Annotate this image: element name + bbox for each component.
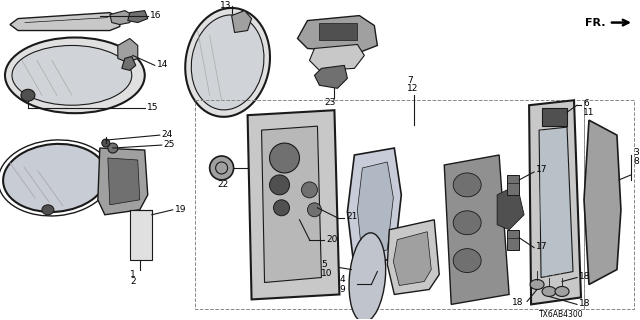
Text: 14: 14 (157, 60, 168, 69)
Text: 22: 22 (218, 180, 229, 189)
Text: 11: 11 (583, 108, 595, 117)
Ellipse shape (42, 205, 54, 215)
Polygon shape (529, 100, 581, 304)
Text: 5: 5 (321, 260, 327, 269)
Polygon shape (444, 155, 509, 304)
Text: 13: 13 (220, 1, 231, 10)
Text: FR.: FR. (585, 18, 605, 28)
Polygon shape (128, 11, 148, 23)
Polygon shape (357, 162, 394, 260)
Bar (507, 230, 519, 250)
Ellipse shape (301, 182, 317, 198)
Text: 7: 7 (407, 76, 413, 85)
Ellipse shape (185, 8, 270, 117)
Polygon shape (118, 38, 138, 62)
Text: 17: 17 (536, 165, 548, 174)
Text: 9: 9 (339, 285, 345, 294)
Ellipse shape (269, 175, 289, 195)
Text: 24: 24 (162, 130, 173, 139)
Text: 25: 25 (164, 140, 175, 148)
Polygon shape (348, 148, 401, 269)
Text: 2: 2 (130, 277, 136, 286)
Text: 20: 20 (326, 235, 338, 244)
Bar (507, 175, 519, 195)
Polygon shape (10, 12, 120, 30)
Ellipse shape (542, 286, 556, 296)
Text: 12: 12 (407, 84, 419, 93)
Polygon shape (314, 65, 348, 88)
Ellipse shape (453, 211, 481, 235)
Ellipse shape (102, 139, 110, 147)
Bar (195, 100, 584, 309)
Polygon shape (110, 11, 132, 25)
Bar (319, 23, 357, 41)
Polygon shape (108, 158, 140, 205)
Ellipse shape (349, 233, 386, 320)
Ellipse shape (555, 286, 569, 296)
Ellipse shape (453, 173, 481, 197)
Text: 17: 17 (536, 242, 548, 251)
Polygon shape (232, 11, 252, 33)
Text: 18: 18 (579, 299, 591, 308)
Ellipse shape (108, 143, 118, 153)
Polygon shape (122, 56, 136, 70)
Text: 1: 1 (130, 270, 136, 279)
Ellipse shape (530, 279, 544, 290)
Ellipse shape (3, 144, 107, 212)
Ellipse shape (273, 200, 289, 216)
Text: 23: 23 (324, 98, 336, 107)
Ellipse shape (269, 143, 300, 173)
Ellipse shape (453, 249, 481, 273)
Ellipse shape (307, 203, 321, 217)
Polygon shape (262, 126, 321, 283)
Ellipse shape (5, 37, 145, 113)
Bar (584, 100, 634, 309)
Polygon shape (394, 232, 431, 285)
Text: 6: 6 (583, 99, 589, 108)
Bar (130, 210, 152, 260)
Text: 8: 8 (633, 157, 639, 166)
Polygon shape (584, 120, 621, 284)
Polygon shape (387, 220, 439, 294)
Text: 10: 10 (321, 269, 333, 278)
Text: TX6AB4300: TX6AB4300 (539, 310, 584, 319)
Ellipse shape (191, 15, 264, 110)
Text: 15: 15 (147, 103, 158, 112)
Polygon shape (248, 110, 339, 300)
Text: 3: 3 (633, 148, 639, 156)
Polygon shape (98, 148, 148, 215)
Text: 21: 21 (346, 212, 358, 221)
Ellipse shape (12, 45, 132, 105)
Text: 18: 18 (579, 272, 591, 281)
Polygon shape (298, 16, 378, 52)
Text: 4: 4 (339, 275, 345, 284)
Text: 19: 19 (175, 205, 186, 214)
Ellipse shape (21, 89, 35, 101)
Bar (542, 108, 567, 126)
Text: 18: 18 (511, 298, 523, 307)
Text: 16: 16 (150, 11, 161, 20)
Ellipse shape (210, 156, 234, 180)
Polygon shape (539, 127, 573, 277)
Polygon shape (497, 185, 524, 230)
Polygon shape (310, 44, 364, 70)
